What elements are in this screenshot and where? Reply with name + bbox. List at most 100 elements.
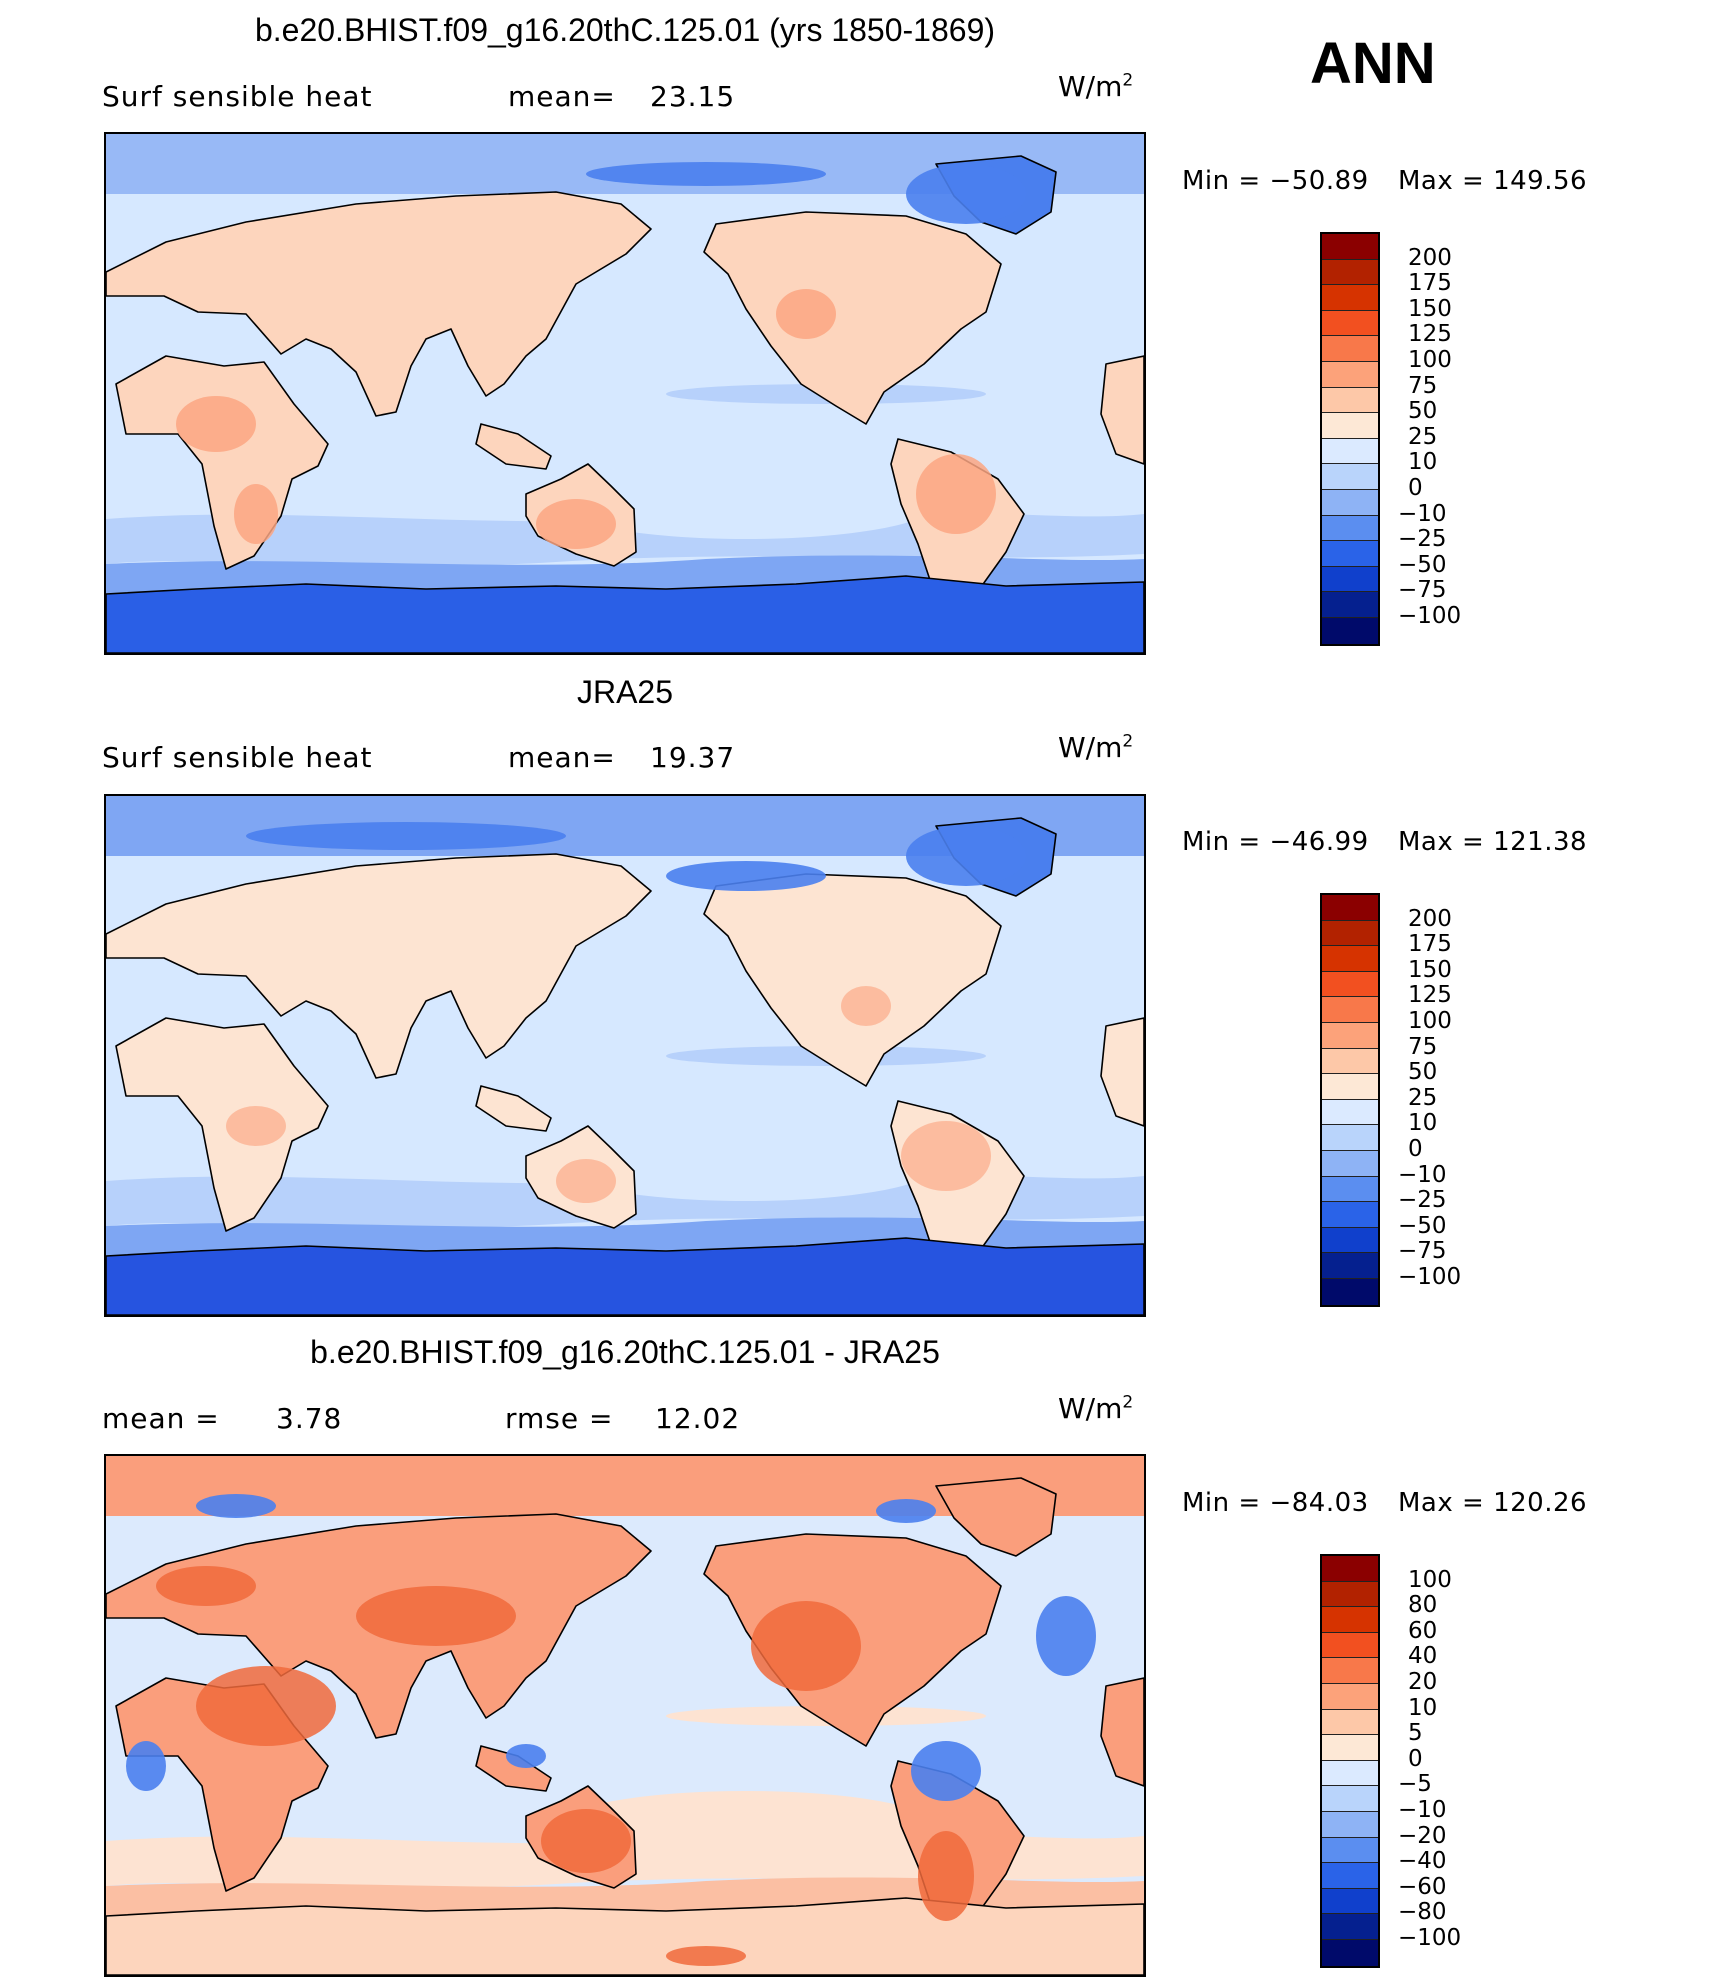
- warm-anomaly: [196, 1666, 336, 1746]
- warm-anomaly: [776, 289, 836, 339]
- colorbar-cell: [1322, 515, 1378, 542]
- panel-3-map: [104, 1454, 1146, 1977]
- colorbar-cell: [1322, 1278, 1378, 1305]
- colorbar-cell: [1322, 1760, 1378, 1787]
- panel-1-variable-label: Surf sensible heat: [102, 80, 373, 113]
- colorbar-tick-label: −50: [1398, 1212, 1447, 1239]
- colorbar-cell: [1322, 1125, 1378, 1151]
- colorbar-cell: [1322, 592, 1378, 618]
- panel-3-units: W/m2: [1058, 1392, 1134, 1425]
- colorbar-tick-label: −80: [1398, 1899, 1447, 1926]
- colorbar-tick-label: 75: [1408, 1033, 1438, 1060]
- colorbar-cell: [1322, 336, 1378, 362]
- panel-3-max: Max = 120.26: [1398, 1488, 1588, 1518]
- colorbar-tick-label: 125: [1408, 321, 1452, 348]
- landmass-namerica: [703, 873, 1002, 1087]
- colorbar-cell: [1322, 1074, 1378, 1100]
- colorbar-tick-label: 100: [1408, 1008, 1452, 1034]
- colorbar-tick-label: −25: [1398, 1187, 1447, 1214]
- panel-2-units: W/m2: [1058, 731, 1134, 764]
- warm-anomaly: [356, 1586, 516, 1646]
- panel-3-mean-value: 3.78: [276, 1402, 343, 1435]
- landmass-antarctica: [106, 1237, 1144, 1315]
- panel-3-rmse-label: rmse =: [505, 1402, 614, 1435]
- warm-anomaly: [226, 1106, 286, 1146]
- pacific-patch: [556, 1131, 936, 1201]
- colorbar-tick-label: 20: [1408, 1669, 1438, 1695]
- pacific-patch: [556, 469, 936, 539]
- cool-anomaly: [906, 164, 1026, 224]
- colorbar-cell: [1322, 1837, 1378, 1864]
- landmass-africa_e: [1100, 1017, 1144, 1127]
- landmass-namerica: [703, 211, 1002, 425]
- colorbar-tick-label: 60: [1408, 1617, 1438, 1644]
- panel-1-colorbar: [1320, 232, 1380, 646]
- cool-anomaly: [196, 1494, 276, 1518]
- colorbar-tick-label: 200: [1408, 905, 1452, 932]
- landmass-sea_asia: [475, 1085, 552, 1132]
- landmass-africa_e: [1100, 1677, 1144, 1787]
- colorbar-cell: [1322, 1099, 1378, 1126]
- colorbar-cell: [1322, 1048, 1378, 1075]
- colorbar-cell: [1322, 285, 1378, 311]
- panel-1-mean-value: 23.15: [650, 80, 736, 113]
- colorbar-cell: [1322, 1607, 1378, 1633]
- cool-anomaly: [876, 1499, 936, 1523]
- colorbar-cell: [1322, 1556, 1378, 1582]
- colorbar-tick-label: −10: [1398, 1797, 1447, 1823]
- panel-3-colorbar: [1320, 1554, 1380, 1968]
- colorbar-cell: [1322, 310, 1378, 337]
- warm-anomaly: [156, 1566, 256, 1606]
- landmass-africa: [115, 1017, 329, 1232]
- warm-anomaly: [918, 1831, 974, 1921]
- colorbar-tick-label: −40: [1398, 1848, 1447, 1875]
- warm-anomaly: [234, 484, 278, 544]
- landmass-sea_asia: [475, 423, 552, 470]
- landmass-antarctica: [106, 1897, 1144, 1975]
- colorbar-cell: [1322, 489, 1378, 516]
- colorbar-tick-label: 175: [1408, 270, 1452, 297]
- colorbar-tick-label: 0: [1408, 1745, 1423, 1772]
- panel-2-map-canvas: [106, 796, 1144, 1315]
- landmass-eurasia: [106, 191, 652, 417]
- colorbar-tick-label: 200: [1408, 244, 1452, 271]
- colorbar-cell: [1322, 1022, 1378, 1049]
- colorbar-cell: [1322, 1632, 1378, 1659]
- panel-1-mean-label: mean=: [508, 80, 616, 113]
- panel-3-rmse-value: 12.02: [655, 1402, 741, 1435]
- panel-2-max: Max = 121.38: [1398, 827, 1588, 857]
- panel-3-min: Min = −84.03: [1182, 1488, 1369, 1518]
- panel-2-mean-value: 19.37: [650, 741, 736, 774]
- warm-anomaly: [901, 1121, 991, 1191]
- pacific-patch: [556, 1791, 936, 1861]
- colorbar-tick-label: −100: [1398, 603, 1462, 629]
- colorbar-tick-label: 5: [1408, 1720, 1423, 1747]
- colorbar-cell: [1322, 617, 1378, 644]
- panel-3-title: b.e20.BHIST.f09_g16.20thC.125.01 - JRA25: [310, 1334, 940, 1370]
- colorbar-tick-label: −75: [1398, 1238, 1447, 1265]
- colorbar-cell: [1322, 1658, 1378, 1684]
- colorbar-tick-label: −100: [1398, 1925, 1462, 1951]
- panel-2-title: JRA25: [576, 674, 674, 710]
- warm-anomaly: [556, 1159, 616, 1203]
- colorbar-tick-label: 80: [1408, 1592, 1438, 1619]
- colorbar-cell: [1322, 234, 1378, 260]
- colorbar-cell: [1322, 541, 1378, 567]
- panel-3-map-canvas: [106, 1456, 1144, 1975]
- warm-anomaly: [751, 1601, 861, 1691]
- colorbar-cell: [1322, 1150, 1378, 1177]
- landmass-antarctica: [106, 575, 1144, 653]
- colorbar-tick-label: −10: [1398, 500, 1447, 527]
- colorbar-cell: [1322, 1709, 1378, 1736]
- colorbar-tick-label: 10: [1408, 449, 1438, 476]
- panel-1-units: W/m2: [1058, 70, 1134, 103]
- colorbar-tick-label: −100: [1398, 1264, 1462, 1290]
- panel-1-map: [104, 132, 1146, 655]
- landmass-eurasia: [106, 853, 652, 1079]
- cool-anomaly: [906, 826, 1026, 886]
- cool-anomaly: [666, 861, 826, 891]
- colorbar-tick-label: 125: [1408, 982, 1452, 1009]
- colorbar-tick-label: −20: [1398, 1822, 1447, 1849]
- cool-anomaly: [246, 822, 566, 850]
- colorbar-cell: [1322, 1888, 1378, 1915]
